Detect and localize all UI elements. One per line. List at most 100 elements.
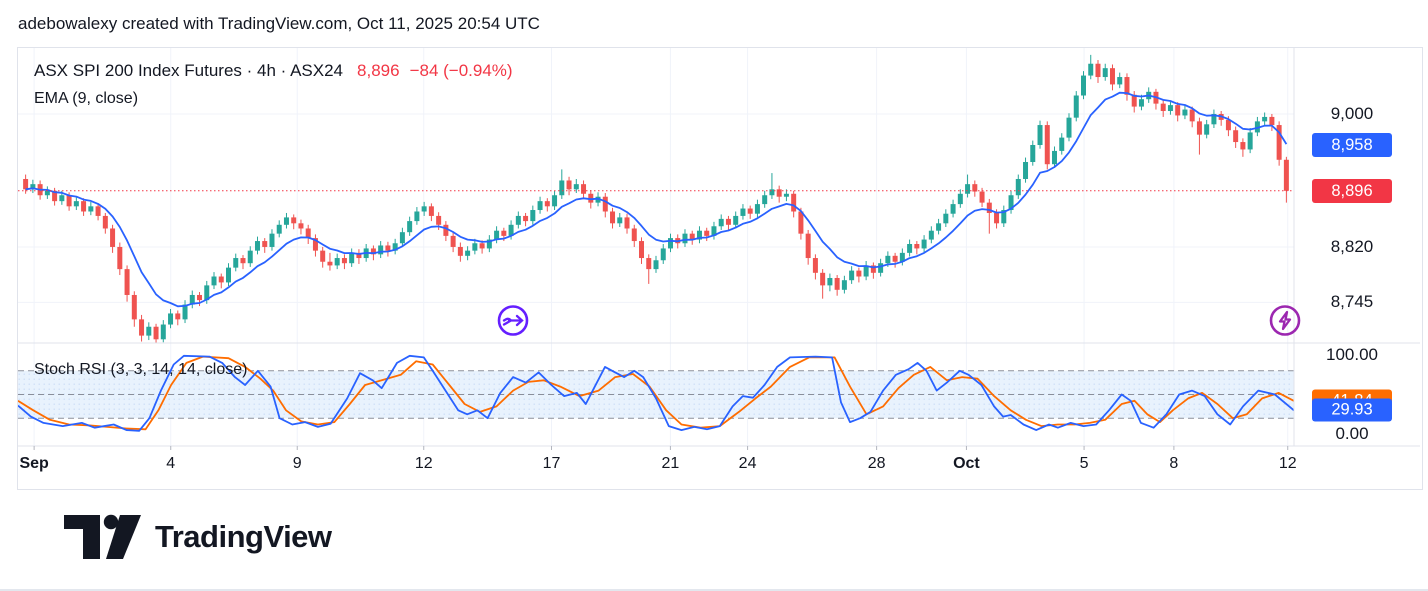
- candle-body: [1066, 117, 1072, 138]
- candle-body: [356, 252, 362, 259]
- time-axis-label-21[interactable]: 21: [661, 455, 680, 472]
- candle-body: [994, 212, 1000, 224]
- candle-body: [95, 206, 101, 216]
- candle-body: [1044, 125, 1050, 165]
- candle-body: [1059, 137, 1065, 151]
- candle-body: [197, 294, 203, 301]
- time-axis-label-sep[interactable]: Sep: [19, 455, 49, 472]
- candle-body: [972, 184, 978, 192]
- time-axis-label-24[interactable]: 24: [738, 455, 757, 472]
- candle-body: [573, 184, 579, 190]
- candle-body: [776, 189, 782, 197]
- candle-body: [515, 215, 521, 225]
- lightning-icon[interactable]: [1269, 305, 1301, 342]
- candle-body: [334, 258, 340, 266]
- chart-widget[interactable]: ASX SPI 200 Index Futures · 4h · ASX24 8,…: [17, 47, 1423, 490]
- candle-body: [30, 184, 36, 190]
- candle-body: [1233, 130, 1239, 143]
- candle-body: [1167, 105, 1173, 112]
- time-axis-label-28[interactable]: 28: [867, 455, 886, 472]
- candle-body: [667, 238, 673, 249]
- candle-body: [682, 233, 688, 244]
- candle-body: [392, 243, 398, 251]
- candle-body: [204, 285, 210, 301]
- time-axis-label-4[interactable]: 4: [166, 455, 176, 472]
- tradingview-logo[interactable]: TradingView: [64, 514, 332, 560]
- time-axis-label-12[interactable]: 12: [1278, 455, 1297, 472]
- price-change-text: −84 (−0.94%): [409, 61, 513, 80]
- symbol-title[interactable]: ASX SPI 200 Index Futures · 4h · ASX24: [34, 61, 344, 80]
- candle-body: [320, 250, 326, 262]
- candle-body: [465, 250, 471, 256]
- candle-body: [928, 230, 934, 240]
- candle-body: [52, 190, 58, 202]
- candle-body: [1073, 95, 1079, 118]
- candle-body: [349, 252, 355, 264]
- candle-body: [327, 261, 333, 266]
- time-axis-label-9[interactable]: 9: [292, 455, 302, 472]
- ema-indicator-label[interactable]: EMA (9, close): [34, 90, 139, 107]
- candle-body: [856, 270, 862, 277]
- attribution-text: adebowalexy created with TradingView.com…: [18, 14, 540, 33]
- candle-body: [276, 224, 282, 234]
- candle-body: [124, 269, 130, 295]
- candle-body: [428, 206, 434, 216]
- candle-body: [849, 270, 855, 281]
- candle-body: [696, 230, 702, 240]
- candle-body: [66, 195, 72, 207]
- candle-body: [443, 224, 449, 236]
- candle-body: [841, 280, 847, 290]
- candle-body: [378, 245, 384, 255]
- candle-body: [501, 230, 507, 236]
- last-price-text: 8,896: [357, 61, 400, 80]
- time-axis-label-12[interactable]: 12: [414, 455, 433, 472]
- candle-body: [1196, 121, 1202, 135]
- candle-body: [965, 184, 971, 194]
- time-axis-label-5[interactable]: 5: [1079, 455, 1089, 472]
- time-axis-label-oct[interactable]: Oct: [953, 455, 980, 472]
- candle-body: [88, 206, 94, 212]
- candle-body: [1189, 109, 1195, 122]
- candle-body: [23, 178, 29, 190]
- candle-body: [747, 208, 753, 214]
- ema-value-badge: 8,958: [1312, 133, 1392, 157]
- stoch-axis-label: 0.00: [1335, 424, 1369, 443]
- price-chart-svg[interactable]: [18, 48, 1420, 487]
- candle-body: [588, 193, 594, 203]
- candle-body: [1080, 75, 1086, 96]
- time-axis-label-17[interactable]: 17: [542, 455, 561, 472]
- stoch-rsi-indicator-label[interactable]: Stoch RSI (3, 3, 14, 14, close): [34, 361, 248, 378]
- fork-arrow-icon[interactable]: [497, 305, 529, 342]
- candle-body: [812, 258, 818, 273]
- candle-body: [131, 294, 137, 320]
- candle-body: [791, 193, 797, 212]
- candle-body: [725, 218, 731, 225]
- tradingview-logo-mark: [64, 514, 141, 559]
- candle-body: [1030, 145, 1036, 162]
- candle-body: [233, 258, 239, 268]
- chart-title[interactable]: ASX SPI 200 Index Futures · 4h · ASX24 8,…: [34, 61, 513, 81]
- candle-body: [1247, 132, 1253, 150]
- candle-body: [1102, 68, 1108, 78]
- candle-body: [537, 201, 543, 211]
- candle-body: [139, 319, 145, 336]
- candle-body: [305, 228, 311, 239]
- candle-body: [1124, 77, 1130, 95]
- candle-body: [1088, 63, 1094, 76]
- candle-body: [733, 215, 739, 225]
- candle-body: [110, 228, 116, 247]
- candle-body: [610, 211, 616, 224]
- candle-body: [1015, 178, 1021, 196]
- time-axis-label-8[interactable]: 8: [1169, 455, 1179, 472]
- candle-body: [617, 217, 623, 224]
- candle-body: [907, 244, 913, 253]
- candle-body: [820, 272, 826, 286]
- candle-body: [827, 277, 833, 286]
- candle-body: [1001, 210, 1007, 224]
- candle-body: [646, 258, 652, 270]
- candle-body: [1023, 161, 1029, 179]
- tradingview-logo-text: TradingView: [155, 519, 332, 554]
- stoch-k-line: [18, 354, 1295, 432]
- candle-body: [486, 239, 492, 249]
- candle-body: [370, 248, 376, 255]
